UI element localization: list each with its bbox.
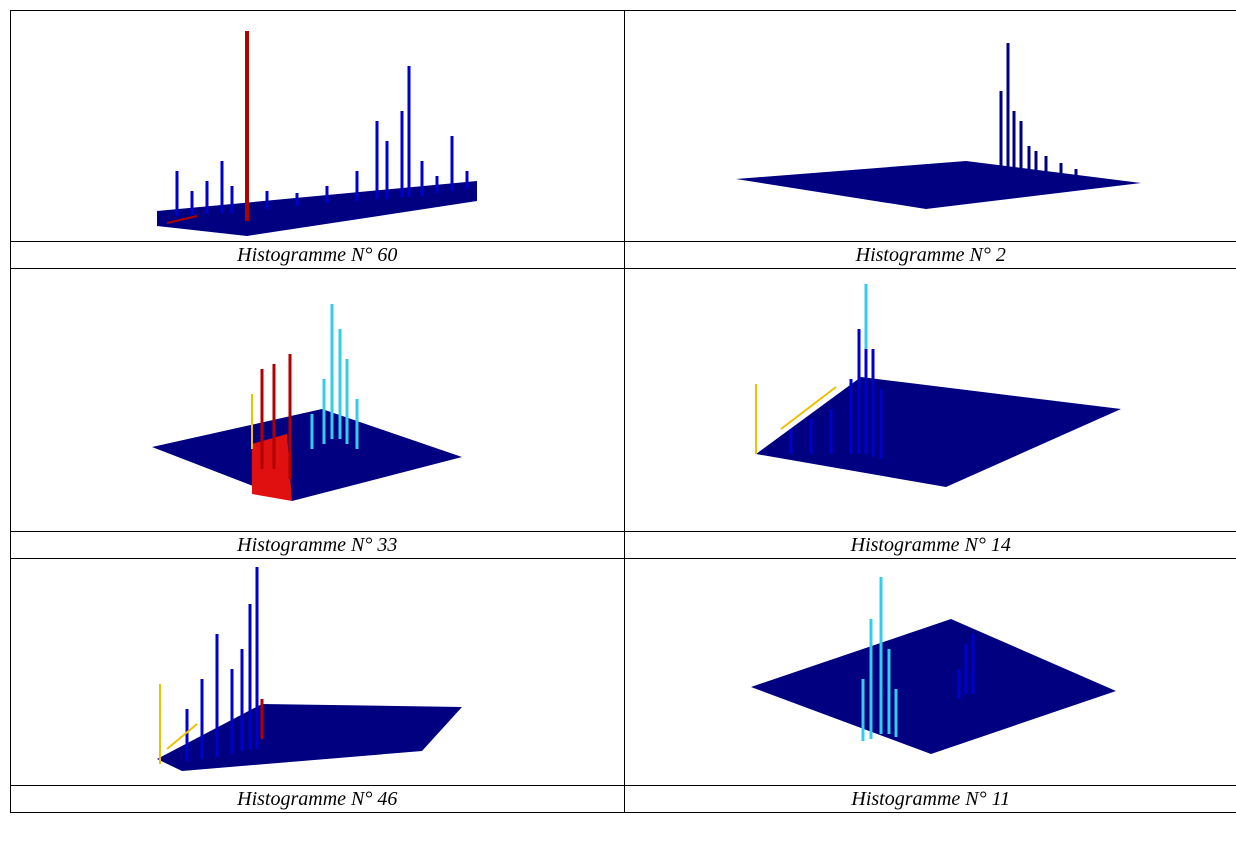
histogram-11-plot <box>750 577 1116 754</box>
histogram-14-plot <box>754 284 1121 487</box>
caption-cell: Histogramme N° 33 <box>10 531 625 559</box>
caption-cell: Histogramme N° 11 <box>623 785 1236 813</box>
caption-cell: Histogramme N° 60 <box>10 241 625 269</box>
histogram-cell-33 <box>10 268 625 532</box>
caption-cell: Histogramme N° 14 <box>623 531 1236 559</box>
histogram-caption: Histogramme N° 14 <box>850 534 1011 556</box>
histogram-cell-14 <box>623 268 1236 532</box>
histogram-60-plot <box>157 31 478 236</box>
histogram-plane <box>152 409 463 501</box>
histogram-caption: Histogramme N° 46 <box>237 788 398 810</box>
histogram-cell-46 <box>10 558 625 786</box>
caption-cell: Histogramme N° 46 <box>10 785 625 813</box>
histogram-cell-11 <box>623 558 1236 786</box>
histogram-plane <box>750 619 1116 754</box>
histogram-peaks <box>175 66 469 216</box>
histogram-2-plot <box>735 43 1141 209</box>
histogram-peaks <box>260 354 292 479</box>
histogram-cell-2 <box>623 10 1236 242</box>
histogram-plane <box>755 377 1121 487</box>
caption-cell: Histogramme N° 2 <box>623 241 1236 269</box>
histogram-table: Histogramme N° 60 Histogramme N° 2 <box>10 10 1236 813</box>
histogram-46-plot <box>157 567 463 771</box>
histogram-caption: Histogramme N° 2 <box>855 244 1006 266</box>
histogram-plane <box>735 161 1141 209</box>
histogram-cell-60 <box>10 10 625 242</box>
histogram-red-block <box>252 434 293 501</box>
histogram-peaks <box>999 43 1078 179</box>
histogram-33-plot <box>152 304 463 501</box>
histogram-plane <box>157 181 478 236</box>
histogram-peaks <box>861 577 898 741</box>
histogram-caption: Histogramme N° 11 <box>851 788 1011 810</box>
histogram-caption: Histogramme N° 33 <box>237 534 398 556</box>
histogram-caption: Histogramme N° 60 <box>237 244 398 266</box>
histogram-peaks <box>185 567 259 761</box>
